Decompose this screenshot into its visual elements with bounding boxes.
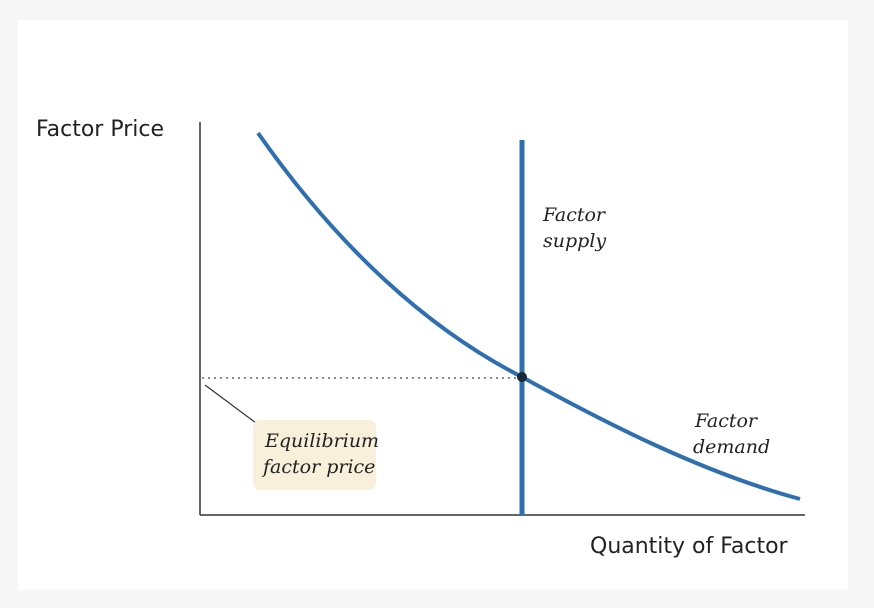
annotation-label: factor price (261, 456, 375, 478)
panel (18, 20, 848, 590)
supply-label: Factor (542, 204, 607, 226)
demand-label: Factor (694, 410, 759, 432)
x-axis-label: Quantity of Factor (590, 534, 789, 559)
annotation-box (253, 420, 376, 490)
leader-line (204, 384, 261, 427)
demand-label: demand (693, 436, 770, 458)
supply-label: supply (543, 230, 606, 252)
annotation-label: Equilibrium (264, 430, 379, 452)
equilibrium-point (517, 372, 527, 382)
y-axis-label: Factor Price (36, 117, 164, 142)
